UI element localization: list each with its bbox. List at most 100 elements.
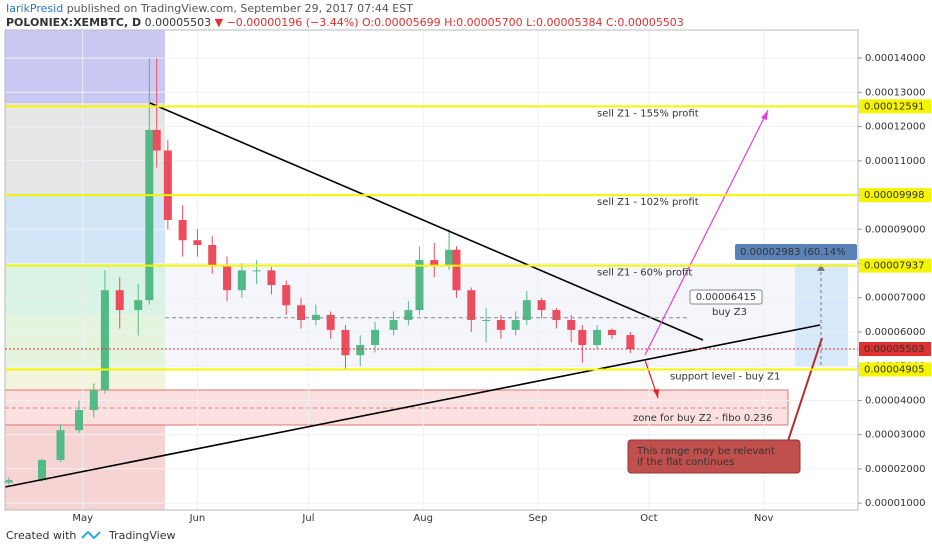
footer: Created with <box>6 529 76 542</box>
candle-body <box>237 270 246 291</box>
candle-body <box>89 390 98 411</box>
plot-frame <box>4 29 859 511</box>
candle-body <box>252 270 261 272</box>
author: IarikPresid <box>6 2 63 15</box>
note-text: if the flat continues <box>637 457 734 468</box>
y-tick-label: 0.00002000 <box>865 464 925 475</box>
candle-body <box>356 344 365 356</box>
candle-body <box>115 290 124 311</box>
candle-body <box>511 319 520 330</box>
arrow <box>784 337 823 451</box>
annotations: 0.00001000 0.00002000 0.00003000 0.00004000… <box>5 53 931 524</box>
candle-body <box>267 270 276 286</box>
candle-body <box>134 300 143 311</box>
arrow <box>644 109 769 356</box>
candle-body <box>223 265 232 291</box>
candle-body <box>578 329 587 345</box>
buy-z3-box <box>689 289 763 305</box>
arrow-head <box>653 389 659 398</box>
candle-body <box>100 290 109 391</box>
note-text: This range may be relevant <box>636 446 775 457</box>
candle-body <box>208 245 217 266</box>
change: ▼ −0.00000196 (−3.44%) <box>215 16 359 29</box>
range-label: 0.00002983 (60.14% <box>740 247 846 258</box>
candle-body <box>152 129 161 151</box>
y-tick-label: 0.00006000 <box>865 327 925 338</box>
buy-z3-text: buy Z3 <box>712 307 747 318</box>
candle-body <box>282 285 291 306</box>
candle-body <box>552 310 561 320</box>
arrow-head <box>817 264 825 271</box>
level-tag <box>859 258 931 273</box>
candle-body <box>415 260 424 311</box>
zone-text: zone for buy Z2 - fibo 0.236 <box>633 413 773 424</box>
candle-body <box>145 129 154 301</box>
symbol-line: POLONIEX:XEMBTC, D 0.00005503 ▼ −0.00000… <box>6 16 684 29</box>
candle-body <box>371 329 380 345</box>
level-tag <box>859 99 931 114</box>
header: IarikPresid published on TradingView.com… <box>6 2 413 15</box>
published: published on TradingView.com, September … <box>67 2 414 15</box>
range-label-box <box>735 244 857 260</box>
trend-line <box>4 324 821 488</box>
y-tick-label: 0.00012000 <box>865 122 925 133</box>
level-value: 0.00012591 <box>864 101 924 112</box>
candle-body <box>75 410 84 431</box>
x-tick-label: Oct <box>640 513 657 524</box>
level-text: support level - buy Z1 <box>670 371 780 382</box>
x-tick-label: Jul <box>301 513 314 524</box>
x-tick-label: May <box>72 513 93 524</box>
symbol: POLONIEX:XEMBTC, D <box>6 16 141 29</box>
level-tag <box>859 188 931 203</box>
candle-body <box>467 290 476 320</box>
candle-body <box>593 329 602 345</box>
note-box <box>627 439 801 474</box>
y-tick-label: 0.00011000 <box>865 156 925 167</box>
level-text: sell Z1 - 60% profit <box>597 268 692 279</box>
candle-body <box>496 319 505 330</box>
arrow-head <box>761 110 768 120</box>
y-tick-label: 0.00003000 <box>865 430 925 441</box>
candle-body <box>163 150 172 221</box>
candle-body <box>56 430 65 461</box>
buy-z3-value: 0.00006415 <box>696 292 756 303</box>
candle-body <box>389 319 398 330</box>
level-value: 0.00007937 <box>864 261 924 272</box>
candle-body <box>341 329 350 356</box>
x-tick-label: Aug <box>413 513 433 524</box>
last-price-value: 0.00005503 <box>864 344 924 355</box>
trend-line <box>149 102 704 341</box>
candle-body <box>537 300 546 311</box>
candle-body <box>193 240 202 246</box>
x-tick-label: Sep <box>528 513 547 524</box>
candle-body <box>404 310 413 320</box>
y-tick-label: 0.00009000 <box>865 224 925 235</box>
candle-body <box>567 319 576 330</box>
candle-body <box>626 335 635 350</box>
x-tick-label: Jun <box>189 513 206 524</box>
candle-body <box>297 305 306 320</box>
y-tick-label: 0.00014000 <box>865 53 925 64</box>
candle-body <box>38 460 47 481</box>
candle-body <box>4 480 13 483</box>
candle-body <box>522 300 531 320</box>
candle-body <box>430 260 439 266</box>
candle-body <box>452 249 461 291</box>
level-value: 0.00004905 <box>864 364 924 375</box>
price: 0.00005503 <box>145 16 211 29</box>
logo <box>81 530 101 540</box>
brand: TradingView <box>108 529 175 542</box>
level-tag <box>859 362 931 377</box>
y-tick-label: 0.00001000 <box>865 498 925 509</box>
candle-body <box>607 329 616 336</box>
ohlc: O:0.00005699 H:0.00005700 L:0.00005384 C… <box>362 16 684 29</box>
level-value: 0.00009998 <box>864 190 924 201</box>
level-text: sell Z1 - 102% profit <box>597 197 699 208</box>
y-tick-label: 0.00004000 <box>865 395 925 406</box>
candle-body <box>326 314 335 330</box>
level-text: sell Z1 - 155% profit <box>597 108 699 119</box>
x-tick-label: Nov <box>754 513 774 524</box>
last-price-tag <box>859 341 931 356</box>
y-tick-label: 0.00013000 <box>865 87 925 98</box>
